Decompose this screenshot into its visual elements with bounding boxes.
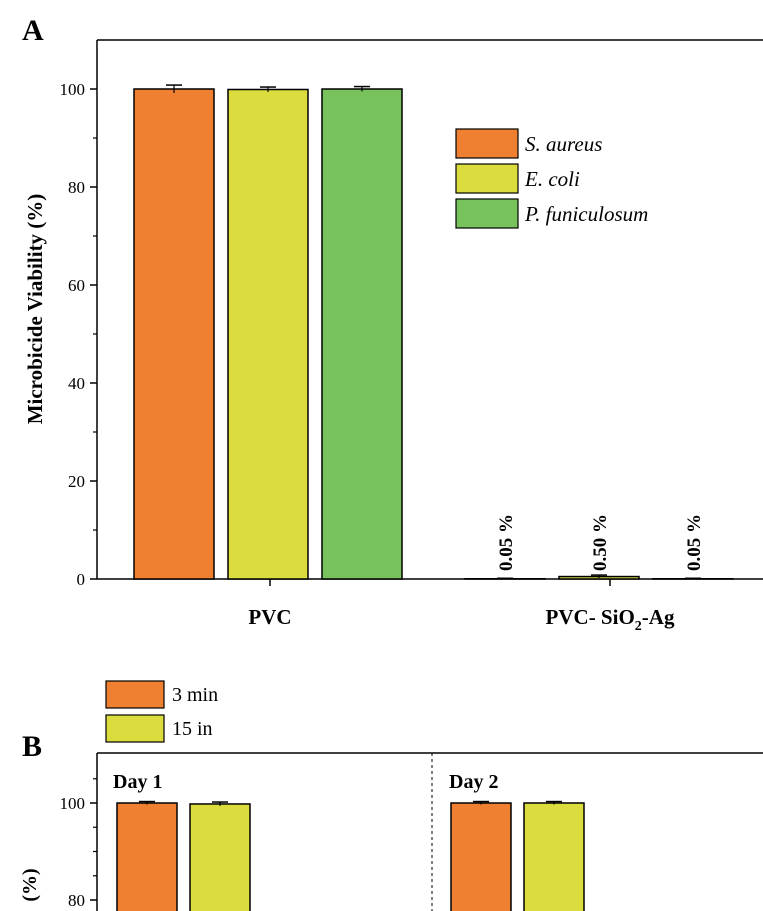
bar-15-in <box>523 802 585 911</box>
y-tick-label: 80 <box>68 178 85 197</box>
bar-s-aureus <box>133 88 215 580</box>
value-annotation: 0.50 % <box>590 514 611 571</box>
value-annotation: 0.05 % <box>684 514 705 571</box>
value-annotation: 0.05 % <box>496 514 517 571</box>
y-tick-label: 40 <box>68 374 85 393</box>
bar-3-min <box>450 802 512 911</box>
y-tick-label: 100 <box>60 794 86 813</box>
legend-swatch-s-aureus <box>455 128 519 159</box>
panel-a-y-ticks: 0 20 40 60 80 100 <box>60 80 97 589</box>
panel-a-label: A <box>22 14 44 47</box>
legend-label-15-in: 15 in <box>172 718 213 740</box>
y-tick-label: 60 <box>68 276 85 295</box>
facet-label-day-1: Day 1 <box>113 771 162 793</box>
panel-b-legend: 3 min 15 in <box>105 680 218 743</box>
y-tick-label: 20 <box>68 472 85 491</box>
legend-swatch-e-coli <box>455 163 519 194</box>
legend-label-e-coli: E. coli <box>524 167 580 191</box>
panel-b-bars <box>116 800 585 911</box>
y-tick-label: 0 <box>77 570 86 589</box>
category-label-pvc-sio2-ag-part3: -Ag <box>642 605 675 629</box>
panel-a-legend: S. aureus E. coli P. funiculosum <box>455 128 648 229</box>
legend-swatch-p-funiculosum <box>455 198 519 229</box>
bar-15-in <box>189 803 251 911</box>
panel-a-annotations: 0.05 % 0.50 % 0.05 % <box>496 514 705 571</box>
panel-b-y-axis-label: (%) <box>19 868 41 901</box>
y-tick-label: 100 <box>60 80 86 99</box>
legend-swatch-15-in <box>105 714 165 743</box>
category-label-pvc-sio2-ag: PVC- SiO2-Ag <box>546 605 675 634</box>
panel-a: A 0 20 40 60 80 100 Microbicide Viability (%)… <box>22 14 763 634</box>
panel-a-x-ticks <box>269 579 611 586</box>
legend-swatch-3-min <box>105 680 165 709</box>
facet-label-day-2: Day 2 <box>449 771 498 793</box>
bar-p-funiculosum <box>321 88 403 580</box>
panel-a-y-axis-label: Microbicide Viability (%) <box>23 194 47 425</box>
legend-label-p-funiculosum: P. funiculosum <box>524 202 648 226</box>
y-tick-label: 80 <box>68 891 85 910</box>
category-label-pvc-sio2-ag-part1: PVC- SiO <box>546 605 635 629</box>
panel-b-y-ticks: 80 100 <box>60 778 97 910</box>
legend-label-3-min: 3 min <box>172 684 218 706</box>
panel-a-bars <box>133 84 734 580</box>
category-label-pvc: PVC <box>248 605 291 629</box>
bar-3-min <box>116 802 178 911</box>
legend-label-s-aureus: S. aureus <box>525 132 602 156</box>
panel-b: 3 min 15 in B 80 100 Day 1 Day 2 (%) <box>19 680 763 911</box>
bar-e-coli <box>227 88 309 580</box>
panel-b-label: B <box>22 730 42 763</box>
category-label-subscript: 2 <box>635 619 642 634</box>
